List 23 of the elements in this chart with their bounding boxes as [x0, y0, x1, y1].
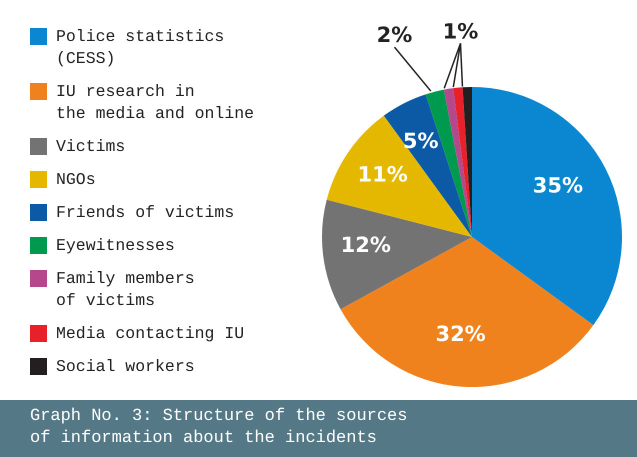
legend-label: Social workers [56, 356, 195, 378]
data-label: 5% [402, 129, 439, 154]
legend-label: Friends of victims [56, 202, 234, 224]
text: Graph No. 3: Structure of the sources of information about the incidents [0, 400, 637, 457]
legend-label: Eyewitnesses [56, 235, 175, 257]
data-label: 2% [376, 23, 412, 48]
data-label: 12% [340, 232, 391, 257]
data-label: 11% [358, 162, 408, 187]
pie-slice [322, 200, 472, 310]
legend-label: Family members of victims [56, 268, 195, 312]
legend-label: NGOs [56, 169, 96, 191]
legend-label: Victims [56, 136, 126, 158]
legend-label: Media contacting IU [56, 323, 244, 345]
pie-slice [453, 87, 472, 237]
pie-slice [472, 87, 622, 326]
legend-label: IU research in the media and online [56, 81, 254, 125]
pie-slice [326, 116, 472, 237]
pie-slice [444, 88, 472, 237]
data-label: 32% [435, 322, 486, 346]
data-label: 1% [442, 19, 478, 44]
legend-label: Police statistics (CESS) [56, 26, 224, 70]
pie-slice [340, 237, 594, 387]
data-label: 35% [532, 174, 584, 198]
